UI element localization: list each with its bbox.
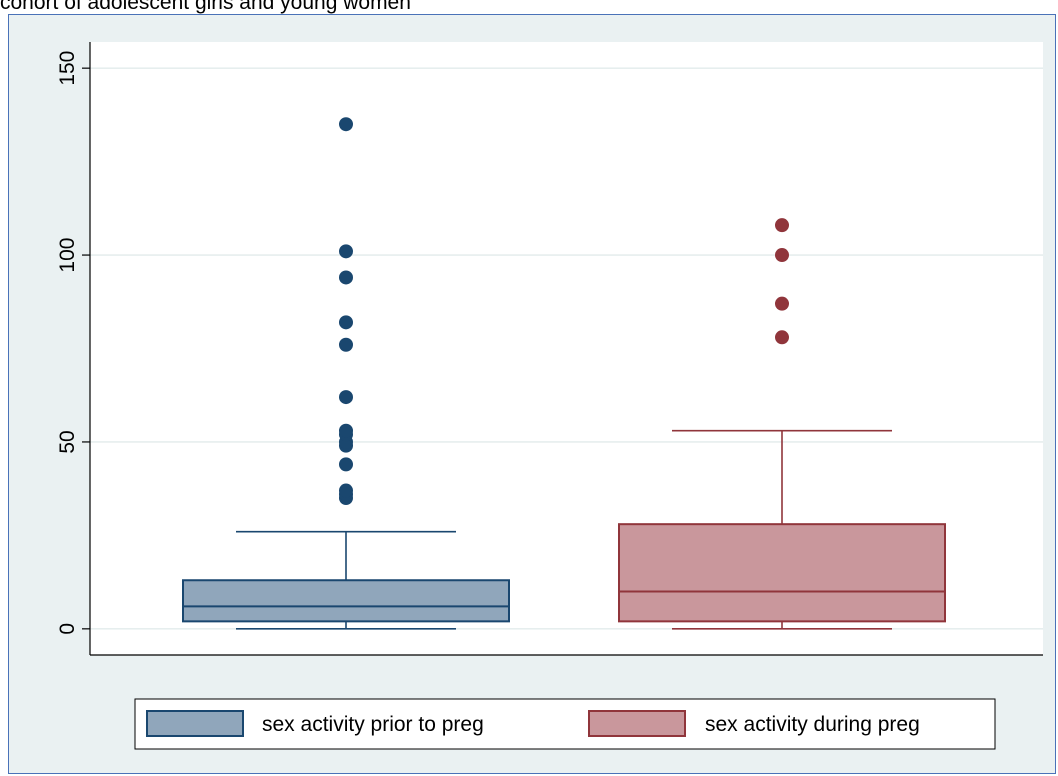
y-tick-label: 150 <box>56 51 79 86</box>
iqr-box <box>618 523 946 623</box>
outlier-point <box>339 423 353 438</box>
outlier-point <box>775 248 789 263</box>
outlier-point <box>339 337 353 352</box>
legend-label-prior: sex activity prior to preg <box>262 713 484 736</box>
box-series-during <box>618 218 946 630</box>
outlier-point <box>339 270 353 285</box>
y-tick-label: 0 <box>56 623 79 635</box>
outlier-point <box>339 457 353 472</box>
iqr-box <box>182 579 510 623</box>
legend: sex activity prior to preg sex activity … <box>134 698 996 750</box>
outlier-point <box>775 330 789 345</box>
outlier-point <box>775 296 789 311</box>
legend-box <box>134 698 996 750</box>
outlier-point <box>339 483 353 498</box>
outlier-point <box>775 218 789 233</box>
y-axis: 0 50 100 150 <box>56 42 1043 656</box>
outlier-point <box>339 244 353 259</box>
series-layer <box>182 117 946 630</box>
outlier-point <box>339 117 353 132</box>
y-tick-label: 100 <box>56 238 79 273</box>
legend-label-during: sex activity during preg <box>705 713 920 736</box>
legend-swatch-during <box>588 710 686 737</box>
y-tick-label: 50 <box>56 430 79 453</box>
box-series-prior <box>182 117 510 630</box>
legend-swatch-prior <box>146 710 244 737</box>
figure-caption: cohort of adolescent girls and young wom… <box>0 0 411 14</box>
outlier-point <box>339 390 353 405</box>
outlier-point <box>339 315 353 330</box>
